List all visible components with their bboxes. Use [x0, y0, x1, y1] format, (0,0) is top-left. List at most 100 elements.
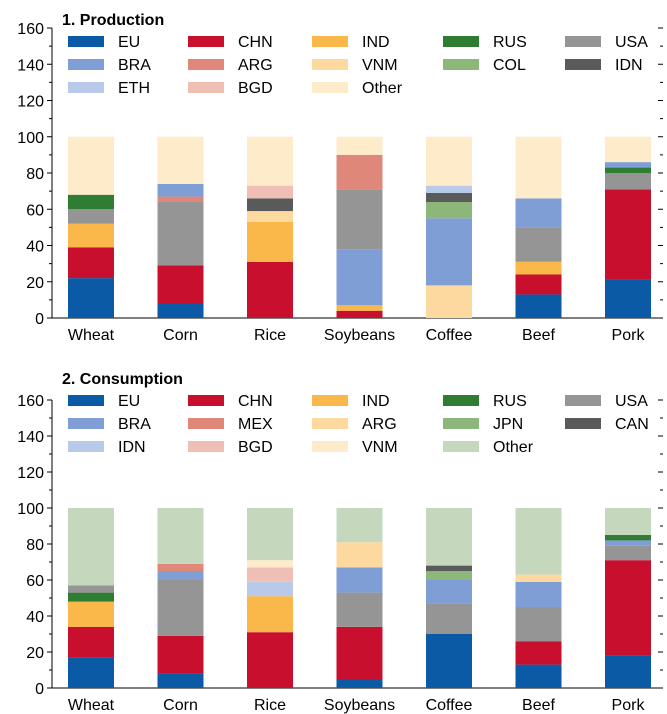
y-tick-label: 60	[26, 573, 44, 590]
bar-segment-beef-other	[515, 136, 562, 199]
legend-swatch	[312, 441, 348, 452]
bar-segment-coffee-can	[426, 565, 472, 571]
bar-segment-soybeans-usa	[336, 592, 383, 627]
y-tick-label: 120	[17, 465, 44, 482]
legend-label: Other	[362, 80, 403, 97]
x-tick-label: Beef	[522, 697, 555, 714]
legend-label: ARG	[362, 416, 397, 433]
legend-label: ETH	[118, 80, 150, 97]
bar-segment-soybeans-ind	[336, 305, 383, 311]
legend-swatch	[188, 36, 224, 47]
legend-swatch	[443, 36, 479, 47]
bar-segment-coffee-col	[426, 202, 472, 219]
legend-label: CHN	[238, 34, 273, 51]
legend-swatch	[188, 59, 224, 70]
bar-segment-soybeans-bra	[336, 249, 383, 306]
bar-segment-beef-usa	[515, 227, 562, 262]
legend-swatch	[68, 36, 104, 47]
legend-label: RUS	[493, 393, 527, 410]
x-tick-label: Beef	[522, 327, 555, 344]
y-tick-label: 60	[26, 202, 44, 219]
legend-swatch	[312, 36, 348, 47]
x-tick-label: Coffee	[426, 697, 473, 714]
bar-segment-beef-eu	[515, 294, 562, 318]
legend-swatch	[312, 59, 348, 70]
legend-label: Other	[493, 439, 534, 456]
bar-segment-rice-idn	[247, 581, 293, 597]
legend-label: VNM	[362, 439, 398, 456]
bar-segment-soybeans-chn	[336, 310, 383, 318]
y-tick-label: 140	[17, 57, 44, 74]
bar-segment-corn-arg	[157, 196, 204, 202]
legend-label: USA	[615, 393, 648, 410]
bar-segment-pork-other	[605, 136, 651, 163]
x-tick-label: Wheat	[68, 697, 115, 714]
legend-label: BRA	[118, 416, 151, 433]
legend-label: BRA	[118, 57, 151, 74]
x-tick-label: Soybeans	[324, 327, 395, 344]
legend-swatch	[312, 395, 348, 406]
x-tick-label: Wheat	[68, 327, 115, 344]
x-tick-label: Coffee	[426, 327, 473, 344]
y-tick-label: 80	[26, 537, 44, 554]
y-tick-label: 160	[17, 21, 44, 38]
y-tick-label: 140	[17, 429, 44, 446]
bar-segment-pork-bra	[605, 540, 651, 546]
bar-segment-beef-eu	[515, 664, 562, 688]
bar-segment-wheat-eu	[68, 657, 114, 688]
legend-label: BGD	[238, 439, 273, 456]
bar-segment-coffee-other	[426, 508, 472, 566]
bar-segment-pork-usa	[605, 173, 651, 190]
legend-label: ARG	[238, 57, 273, 74]
y-tick-label: 40	[26, 609, 44, 626]
bar-segment-wheat-chn	[68, 247, 114, 279]
y-tick-label: 0	[35, 681, 44, 698]
bar-segment-wheat-rus	[68, 194, 114, 210]
bar-segment-corn-other	[157, 508, 204, 564]
legend-label: USA	[615, 34, 648, 51]
legend-label: CAN	[615, 416, 649, 433]
bar-segment-wheat-usa2	[68, 585, 114, 593]
y-tick-label: 40	[26, 239, 44, 256]
bar-segment-rice-other	[247, 136, 293, 186]
bar-segment-soybeans-usa	[336, 189, 383, 250]
bar-segment-pork-rus	[605, 535, 651, 541]
legend-swatch	[565, 59, 601, 70]
y-tick-label: 100	[17, 130, 44, 147]
legend-label: IND	[362, 34, 390, 51]
legend-label: JPN	[493, 416, 523, 433]
bar-segment-corn-eu	[157, 303, 204, 318]
legend-swatch	[443, 418, 479, 429]
bar-segment-soybeans-other	[336, 136, 383, 155]
legend-label: EU	[118, 34, 140, 51]
legend-label: COL	[493, 57, 526, 74]
legend-label: IND	[362, 393, 390, 410]
legend-swatch	[68, 59, 104, 70]
bar-segment-wheat-ind	[68, 601, 114, 627]
bar-segment-pork-chn	[605, 560, 651, 656]
bar-segment-corn-chn	[157, 265, 204, 304]
bar-segment-wheat-ind	[68, 223, 114, 248]
legend-label: RUS	[493, 34, 527, 51]
y-tick-label: 0	[35, 311, 44, 328]
chart-panel-1: 0 20 40 60 80 100 120 140 160 Wheat Corn Rice Soybea…	[17, 12, 663, 344]
x-tick-label: Pork	[612, 697, 646, 714]
x-tick-label: Rice	[254, 327, 286, 344]
legend-swatch	[68, 418, 104, 429]
y-tick-label: 160	[17, 393, 44, 410]
bar-segment-coffee-vnm	[426, 285, 472, 318]
legend-swatch	[188, 395, 224, 406]
bar-segment-coffee-usa	[426, 603, 472, 634]
bar-segment-rice-vnm	[247, 560, 293, 568]
x-tick-label: Rice	[254, 697, 286, 714]
bar-segment-rice-chn	[247, 632, 293, 688]
legend-swatch	[565, 36, 601, 47]
bar-segment-coffee-eu	[426, 634, 472, 688]
bar-segment-soybeans-other	[336, 508, 383, 543]
chart-title: 1. Production	[62, 12, 164, 29]
bar-segment-corn-chn	[157, 635, 204, 674]
legend-swatch	[312, 82, 348, 93]
bar-segment-pork-chn	[605, 189, 651, 280]
legend-label: CHN	[238, 393, 273, 410]
